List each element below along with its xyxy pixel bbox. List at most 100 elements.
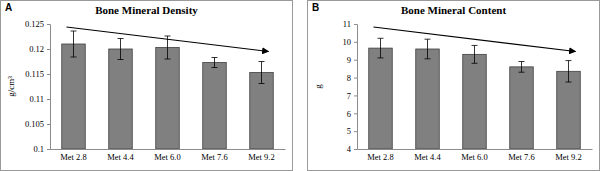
x-tick: Met 9.2 [248,149,274,162]
x-tick-label: Met 7.6 [201,152,227,162]
error-bar [425,39,431,59]
y-tick-label: 0.115 [25,69,44,79]
bar [62,44,86,149]
x-tick-label: Met 4.4 [107,152,134,162]
y-tick: 0.105 [25,119,50,129]
bar [510,67,534,149]
panel-label: B [312,2,319,13]
x-tick: Met 7.6 [201,149,227,162]
bar [156,48,180,150]
error-bar [378,38,384,58]
y-axis-title: g [313,84,323,89]
y-axis-line [354,25,358,150]
y-tick-label: 6 [347,109,351,119]
y-tick-label: 0.1 [33,144,44,154]
x-axis: Met 2.8 Met 4.4 Met 6.0 Met 7.6 Met 9.2 [358,149,593,162]
y-tick: 4 [347,144,357,154]
y-tick-label: 0.125 [25,19,44,29]
error-bar [566,61,572,82]
y-tick: 7 [347,91,357,101]
x-tick-label: Met 9.2 [555,152,581,162]
y-tick-mark [354,131,357,132]
x-tick-label: Met 7.6 [508,152,534,162]
panel-frame [1,1,293,171]
bar [557,71,581,149]
y-tick-label: 5 [347,126,351,136]
y-tick-mark [47,49,50,50]
bar [203,63,227,150]
y-tick-label: 8 [347,73,351,83]
x-tick-label: Met 2.8 [60,152,86,162]
y-tick: 0.1 [33,144,50,154]
y-tick-mark [354,24,357,25]
y-tick-label: 7 [347,91,351,101]
chart-title: Bone Mineral Density [95,4,198,16]
x-tick-label: Met 9.2 [248,152,274,162]
y-axis-title: g/cm³ [6,76,16,97]
error-bar [71,31,77,57]
plot-area: 0.1 0.105 0.11 0.115 0.12 0.125 Met 2.8 Met 4.4… [25,19,286,162]
x-tick: Met 4.4 [107,149,134,162]
error-bar [118,39,124,60]
y-tick-mark [47,99,50,100]
y-tick: 9 [347,55,357,65]
y-axis: 4 5 6 7 8 9 10 11 [343,19,358,154]
y-tick-mark [354,95,357,96]
y-tick-mark [354,78,357,79]
bar [416,49,440,149]
x-tick-label: Met 6.0 [154,152,180,162]
y-tick-label: 11 [343,19,351,29]
y-tick-label: 10 [343,37,352,47]
y-tick-label: 4 [347,144,352,154]
y-tick-label: 0.11 [29,94,44,104]
y-tick-mark [47,149,50,150]
y-tick-label: 0.105 [25,119,44,129]
y-tick: 0.11 [29,94,50,104]
trend-arrow [373,27,575,52]
y-axis-line [47,25,51,150]
x-axis: Met 2.8 Met 4.4 Met 6.0 Met 7.6 Met 9.2 [51,149,286,162]
x-tick: Met 9.2 [555,149,581,162]
x-tick-label: Met 2.8 [367,152,393,162]
bar [250,73,274,150]
y-tick: 10 [343,37,358,47]
x-tick: Met 4.4 [414,149,441,162]
marks [369,38,581,149]
trend-arrow [66,27,268,52]
y-tick-mark [354,42,357,43]
panel: 0.1 0.105 0.11 0.115 0.12 0.125 Met 2.8 Met 4.4… [1,1,293,171]
error-bar [519,62,525,73]
y-tick-mark [354,113,357,114]
x-tick: Met 7.6 [508,149,534,162]
y-tick-mark [354,149,357,150]
y-tick: 0.115 [25,69,50,79]
y-tick: 0.125 [25,19,50,29]
y-tick: 8 [347,73,357,83]
y-axis: 0.1 0.105 0.11 0.115 0.12 0.125 [25,19,51,154]
y-tick: 6 [347,109,357,119]
x-tick: Met 6.0 [154,149,180,162]
x-tick-label: Met 6.0 [461,152,487,162]
plot-area: 4567891011Met 2.8Met 4.4Met 6.0Met 7.6Me… [343,19,593,162]
y-tick-mark [47,124,50,125]
y-tick-mark [47,74,50,75]
bar [463,54,487,149]
figure: 0.1 0.105 0.11 0.115 0.12 0.125 Met 2.8 Met 4.4… [0,0,600,171]
x-axis-line [51,149,286,150]
panel-label: A [5,2,12,13]
y-tick: 5 [347,126,357,136]
x-tick: Met 2.8 [367,149,393,162]
error-bar [259,62,265,84]
x-tick: Met 6.0 [461,149,487,162]
error-bar [212,58,218,68]
y-tick: 0.12 [29,44,50,54]
y-tick-label: 0.12 [29,44,44,54]
y-tick-mark [354,60,357,61]
y-tick-label: 9 [347,55,351,65]
x-tick-label: Met 4.4 [414,152,441,162]
bar [109,49,133,149]
chart-title: Bone Mineral Content [401,4,506,16]
panel-frame [308,1,600,171]
y-tick-mark [47,24,50,25]
x-tick: Met 2.8 [60,149,86,162]
